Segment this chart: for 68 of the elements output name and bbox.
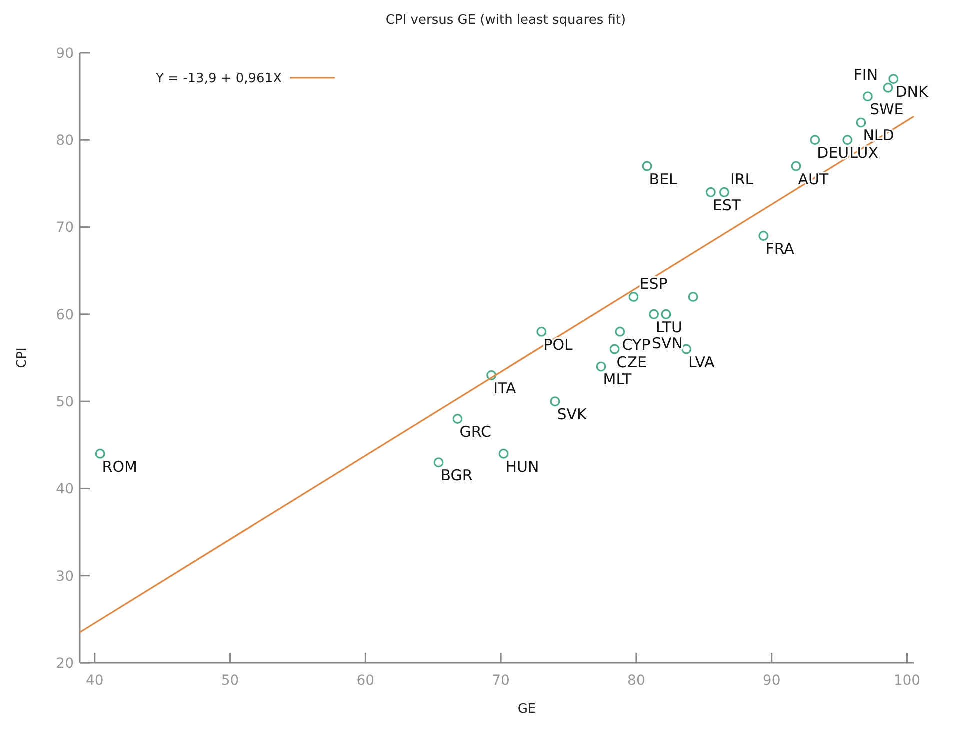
annotation: SWE [870, 100, 904, 119]
annotation: DNK [896, 83, 930, 102]
x-tick-label: 100 [894, 673, 921, 689]
point [452, 414, 463, 424]
annotation: DEU [817, 144, 850, 162]
point [719, 187, 730, 198]
point [486, 370, 497, 380]
annotation: GRC [460, 423, 492, 441]
x-tick-label: 50 [221, 673, 240, 689]
annotation: FRA [766, 240, 796, 258]
y-tick-label: 30 [56, 568, 74, 585]
annotation: SVK [557, 406, 588, 424]
point [791, 161, 802, 172]
point [661, 309, 672, 320]
point [615, 326, 626, 337]
point [758, 231, 769, 241]
point [642, 161, 652, 172]
x-tick-label: 40 [86, 673, 104, 689]
annotation: FIN [854, 66, 878, 84]
x-tick-label: 60 [356, 673, 375, 689]
point [498, 448, 509, 459]
annotation: LVA [688, 353, 716, 372]
annotation: ROM [102, 458, 138, 476]
x-tick-label: 70 [492, 673, 510, 689]
point [706, 187, 716, 198]
point [856, 118, 866, 128]
annotation: ESP [640, 275, 668, 293]
annotation: BEL [649, 170, 678, 188]
y-tick-label: 80 [56, 133, 74, 150]
y-tick-label: 90 [56, 46, 74, 62]
point [842, 135, 853, 146]
legend-label: Y = -13,9 + 0,961X [154, 72, 282, 87]
point [95, 448, 106, 459]
chart-title: CPI versus GE (with least squares fit) [386, 13, 626, 28]
point [649, 309, 660, 320]
annotation: CZE [616, 353, 648, 372]
annotation: POL [544, 336, 574, 354]
point [536, 326, 547, 337]
point [688, 292, 698, 302]
point [883, 82, 894, 93]
point [888, 74, 899, 84]
point [682, 344, 692, 354]
annotation: MLT [603, 370, 632, 389]
point [596, 362, 606, 372]
x-axis-title: GE [518, 702, 536, 717]
y-axis-title: CPI [15, 348, 30, 368]
annotation: BGR [440, 466, 473, 485]
point [550, 396, 560, 407]
y-tick-label: 70 [56, 220, 74, 236]
y-tick-label: 40 [56, 482, 74, 498]
point [810, 135, 820, 146]
annotation: SVN [652, 334, 684, 352]
annotation: LUX [850, 144, 879, 162]
point [628, 292, 639, 302]
annotation: ITA [494, 379, 518, 398]
annotation: HUN [506, 458, 540, 476]
x-tick-label: 90 [762, 673, 781, 689]
y-tick-label: 60 [56, 307, 74, 324]
y-tick-label: 50 [56, 394, 74, 410]
y-tick-label: 20 [56, 656, 74, 672]
point [434, 458, 444, 468]
point [862, 92, 873, 102]
annotation: CYP [622, 336, 651, 354]
annotation: IRL [730, 170, 754, 188]
x-tick-label: 80 [628, 673, 646, 689]
annotation: EST [712, 196, 742, 214]
point [610, 344, 620, 354]
annotation: LTU [656, 318, 682, 336]
